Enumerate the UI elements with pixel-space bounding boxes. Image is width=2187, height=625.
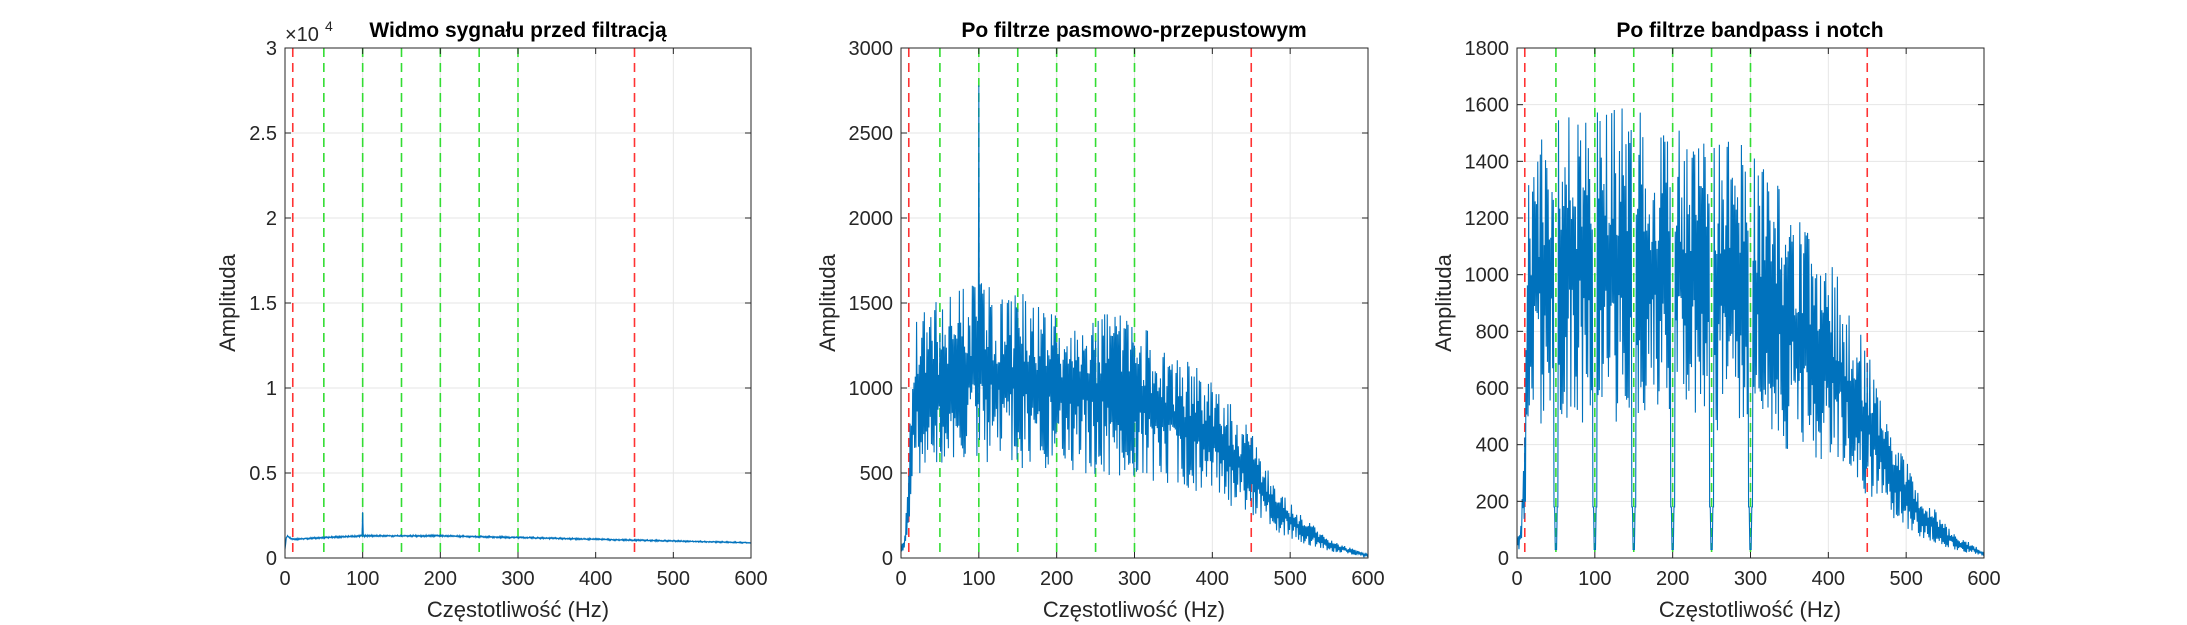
y-exponent-value: 4 — [325, 18, 333, 34]
x-axis-label: Częstotliwość (Hz) — [1659, 597, 1841, 622]
y-tick-label: 1800 — [1465, 38, 1510, 60]
chart-title: Po filtrze pasmowo-przepustowym — [961, 19, 1306, 42]
x-tick-label: 0 — [279, 568, 290, 590]
x-tick-label: 100 — [962, 568, 995, 590]
x-tick-label: 400 — [1196, 568, 1229, 590]
y-axis-label: Amplituda — [1431, 253, 1456, 352]
y-tick-label: 3 — [266, 38, 277, 60]
y-tick-label: 1600 — [1465, 95, 1510, 117]
y-tick-label: 0 — [882, 548, 893, 570]
y-axis-label: Amplituda — [815, 253, 840, 352]
x-tick-label: 600 — [1351, 568, 1384, 590]
y-tick-label: 1000 — [849, 378, 894, 400]
y-tick-label: 2500 — [849, 123, 894, 145]
x-tick-label: 0 — [1511, 568, 1522, 590]
x-tick-label: 500 — [1273, 568, 1306, 590]
chart-panel-1: 0 100 200 300 400 500 600 0 0.5 1 1.5 2 2.5 3 Widmo s… — [215, 18, 768, 622]
x-tick-label: 0 — [895, 568, 906, 590]
y-tick-label: 400 — [1476, 435, 1509, 457]
y-tick-label: 0 — [266, 548, 277, 570]
y-tick-label: 1000 — [1465, 265, 1510, 287]
x-tick-label: 600 — [1967, 568, 2000, 590]
y-tick-label: 1.5 — [249, 293, 277, 315]
x-tick-label: 300 — [1118, 568, 1151, 590]
y-tick-label: 1 — [266, 378, 277, 400]
y-tick-label: 3000 — [849, 38, 894, 60]
chart-title: Po filtrze bandpass i notch — [1616, 19, 1883, 42]
x-axis-label: Częstotliwość (Hz) — [427, 597, 609, 622]
x-tick-label: 300 — [1734, 568, 1767, 590]
x-tick-label: 400 — [1812, 568, 1845, 590]
x-tick-label: 200 — [424, 568, 457, 590]
y-tick-label: 0.5 — [249, 463, 277, 485]
x-tick-label: 200 — [1656, 568, 1689, 590]
x-tick-label: 600 — [734, 568, 767, 590]
chart-panel-3: 0 100 200 300 400 500 600 0 200 400 600 800 1000 1200… — [1431, 19, 2001, 622]
y-exponent-label: ×10 — [285, 24, 319, 46]
y-tick-label: 800 — [1476, 321, 1509, 343]
chart-title: Widmo sygnału przed filtracją — [369, 19, 667, 42]
y-tick-label: 0 — [1498, 548, 1509, 570]
y-tick-label: 1400 — [1465, 151, 1510, 173]
spectrum-series-line — [900, 85, 1369, 558]
y-tick-label: 600 — [1476, 378, 1509, 400]
y-tick-label: 200 — [1476, 491, 1509, 513]
x-tick-label: 200 — [1040, 568, 1073, 590]
y-tick-label: 1500 — [849, 293, 894, 315]
chart-panel-2: 0 100 200 300 400 500 600 0 500 1000 1500 2000 2500 3… — [815, 19, 1385, 622]
x-axis-label: Częstotliwość (Hz) — [1043, 597, 1225, 622]
y-axis-label: Amplituda — [215, 253, 240, 352]
y-tick-label: 500 — [860, 463, 893, 485]
x-tick-label: 500 — [657, 568, 690, 590]
x-tick-label: 500 — [1889, 568, 1922, 590]
spectrum-series-line — [1516, 108, 1985, 557]
y-tick-label: 1200 — [1465, 208, 1510, 230]
y-tick-label: 2.5 — [249, 123, 277, 145]
x-tick-label: 300 — [501, 568, 534, 590]
x-tick-label: 400 — [579, 568, 612, 590]
x-tick-label: 100 — [1578, 568, 1611, 590]
y-tick-label: 2000 — [849, 208, 894, 230]
spectrum-series-line — [284, 512, 752, 550]
x-tick-label: 100 — [346, 568, 379, 590]
y-tick-label: 2 — [266, 208, 277, 230]
